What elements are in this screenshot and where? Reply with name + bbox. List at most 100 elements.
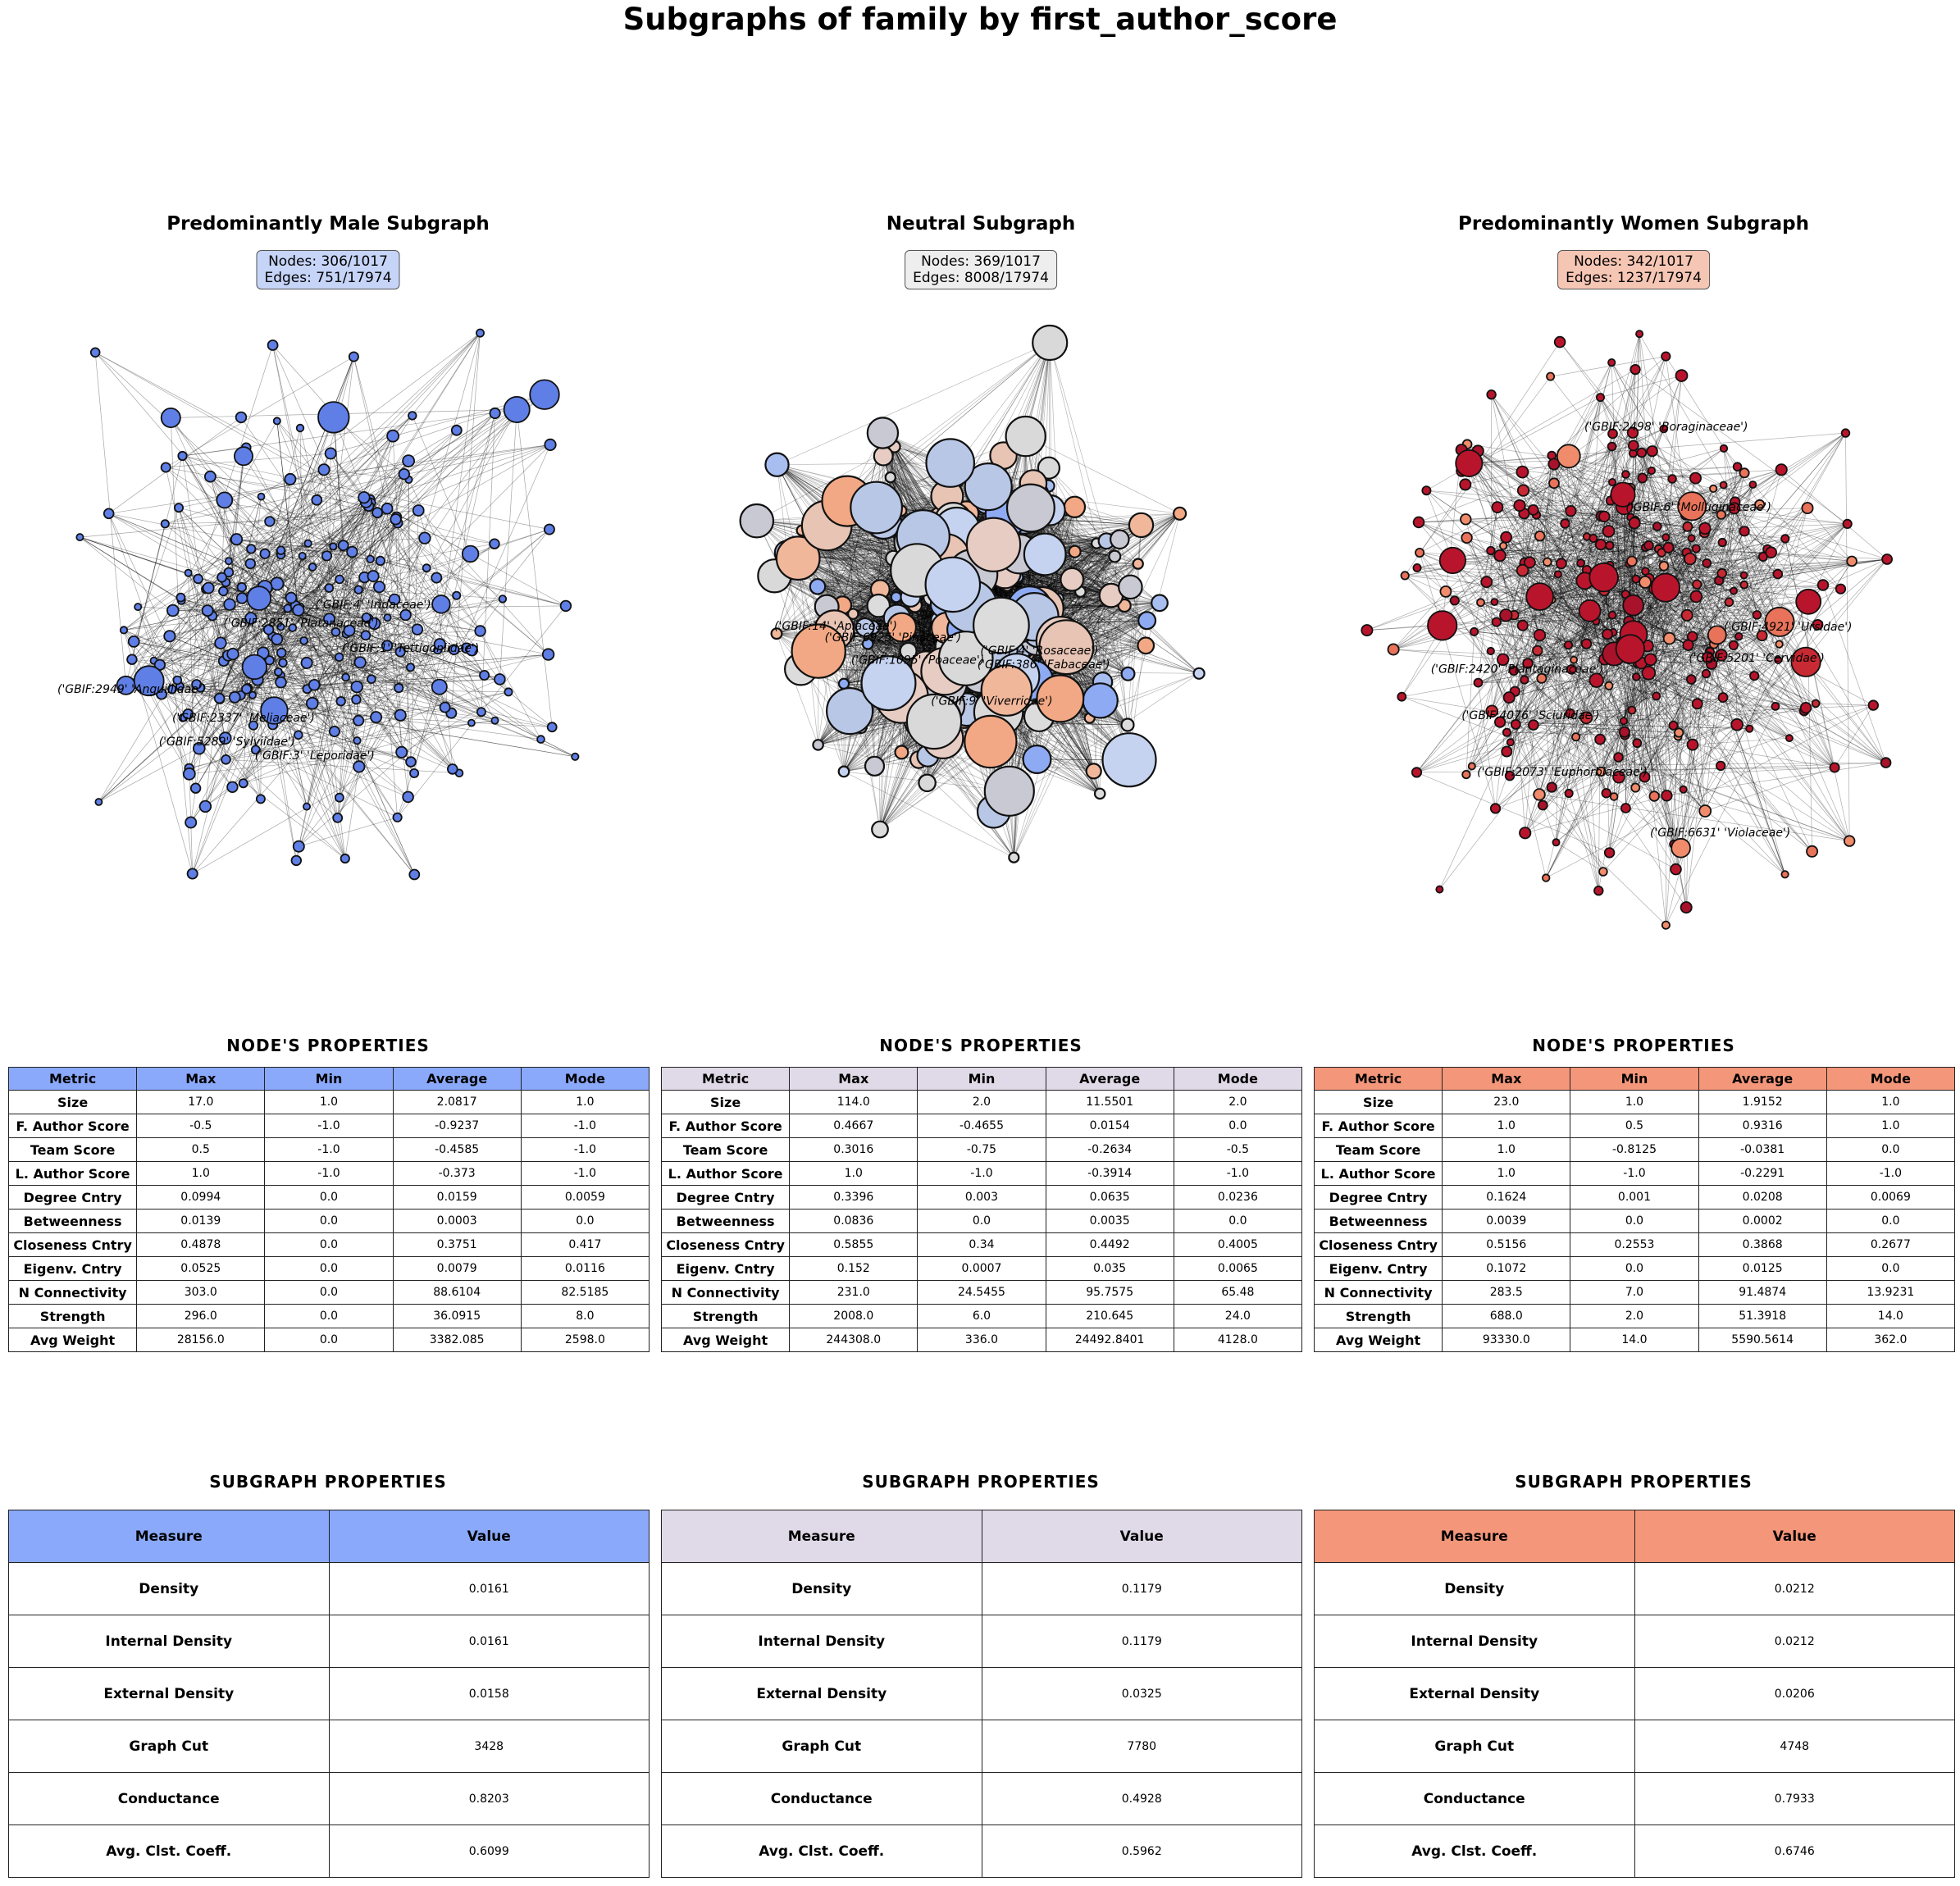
graph-node <box>276 622 285 631</box>
graph-node <box>295 423 305 433</box>
graph-node <box>1698 804 1712 818</box>
metric-value: 0.3016 <box>789 1137 918 1162</box>
graph-node <box>372 581 385 594</box>
graph-node <box>235 411 248 424</box>
graph-node <box>1716 509 1726 520</box>
graph-node <box>214 636 227 649</box>
graph-node <box>224 557 233 566</box>
graph-node <box>405 756 417 768</box>
graph-node <box>213 692 226 704</box>
graph-node <box>543 523 555 535</box>
graph-node <box>292 604 305 617</box>
graph-node <box>1661 790 1673 802</box>
nodes-count: Nodes: 369/1017 <box>921 253 1041 270</box>
table-row: F. Author Score -0.5 -1.0 -0.9237 -1.0 <box>7 1114 650 1138</box>
graph-node <box>167 684 177 695</box>
stats-box-male: Nodes: 306/1017 Edges: 751/17974 <box>256 250 400 289</box>
graph-node <box>324 447 337 460</box>
graph-node <box>529 379 560 410</box>
measure-value: 0.1179 <box>981 1562 1302 1615</box>
graph-node <box>358 490 371 504</box>
graph-node <box>1774 655 1783 664</box>
graph-node <box>1675 369 1689 382</box>
graph-node <box>402 454 416 468</box>
graph-node <box>1641 665 1657 681</box>
graph-node <box>937 631 994 686</box>
graph-node <box>1543 557 1552 567</box>
table-row: N Connectivity 283.5 7.0 91.4874 13.9231 <box>1313 1280 1956 1305</box>
metric-value: 1.0 <box>1442 1161 1571 1186</box>
graph-node <box>1754 499 1766 510</box>
metric-value: 0.035 <box>1045 1256 1174 1281</box>
metric-value: 65.48 <box>1173 1280 1303 1305</box>
graph-node <box>1643 540 1654 551</box>
graph-node <box>1548 477 1560 490</box>
graph-node <box>918 773 937 793</box>
graph-node <box>1607 477 1616 486</box>
column-header: Max <box>136 1067 266 1091</box>
metric-value: 24.5455 <box>917 1280 1046 1305</box>
graph-node <box>1801 502 1814 515</box>
graph-node <box>262 624 275 636</box>
node-label: ('GBIF:4076' 'Sciuridae') <box>1461 709 1599 722</box>
column-header: Measure <box>8 1510 330 1563</box>
graph-node <box>1775 463 1788 476</box>
graph-node <box>1556 444 1581 469</box>
graph-node <box>1844 835 1856 847</box>
node-label: ('GBIF:6631' 'Violaceae') <box>1650 827 1790 840</box>
graph-node <box>1716 567 1728 579</box>
node-label: ('GBIF:2498' 'Boraginaceae') <box>1584 421 1748 434</box>
graph-node <box>360 630 371 641</box>
graph-node <box>770 627 783 640</box>
metric-value: -0.3914 <box>1045 1161 1174 1186</box>
graph-node <box>1060 567 1085 592</box>
table-row: Avg Weight 244308.0 336.0 24492.8401 4128.0 <box>660 1328 1303 1352</box>
graph-node <box>308 678 321 691</box>
metric-value: 1.0 <box>1570 1090 1699 1114</box>
table-row: Density 0.0161 <box>8 1562 650 1615</box>
graph-node <box>1499 541 1508 550</box>
metric-value: -1.0 <box>917 1161 1046 1186</box>
graph-node <box>127 635 140 648</box>
graph-node <box>288 623 298 632</box>
graph-node <box>1523 556 1536 569</box>
table-row: L. Author Score 1.0 -1.0 -0.3914 -1.0 <box>660 1161 1303 1186</box>
measure-value: 0.6099 <box>328 1824 650 1878</box>
metric-value: 1.0 <box>264 1090 394 1114</box>
node-label: ('GBIF:2073' 'Euphorbiaceae') <box>1477 766 1648 779</box>
measure-name: Density <box>661 1562 982 1615</box>
metric-value: 0.5156 <box>1442 1232 1571 1257</box>
metric-value: 0.0 <box>264 1185 394 1210</box>
graph-node <box>1427 610 1458 641</box>
graph-node <box>1571 732 1581 742</box>
metric-value: 2.0 <box>1570 1304 1699 1328</box>
header-row: Measure Value <box>8 1510 650 1563</box>
metric-value: -1.0 <box>520 1137 650 1162</box>
table-row: F. Author Score 1.0 0.5 0.9316 1.0 <box>1313 1114 1956 1138</box>
graph-node <box>236 581 248 593</box>
graph-node <box>1516 563 1529 577</box>
graph-node <box>160 462 171 473</box>
graph-node <box>1795 588 1822 615</box>
graph-node <box>476 328 485 338</box>
graph-node <box>1728 640 1739 650</box>
graph-node <box>860 655 917 712</box>
measure-value: 0.6746 <box>1634 1824 1955 1878</box>
graph-node <box>1532 645 1543 657</box>
panel-title-women: Predominantly Women Subgraph <box>1458 213 1809 235</box>
graph-node <box>494 673 506 686</box>
graph-node <box>375 555 385 566</box>
node-labels: ('GBIF:2498' 'Boraginaceae') ('GBIF:4921'… <box>1431 421 1853 840</box>
graph-node <box>1680 608 1693 622</box>
graph-node <box>1439 585 1452 598</box>
metric-value: 0.3868 <box>1698 1232 1827 1257</box>
graph-node <box>311 494 323 506</box>
metric-name: Degree Cntry <box>1313 1185 1443 1210</box>
graph-node <box>739 503 775 539</box>
table-row: Eigenv. Cntry 0.1072 0.0 0.0125 0.0 <box>1313 1256 1956 1281</box>
metric-name: Eigenv. Cntry <box>7 1256 138 1281</box>
graph-node <box>1534 531 1546 542</box>
metric-value: 0.001 <box>1570 1185 1699 1210</box>
graph-node <box>503 396 531 424</box>
graph-node <box>1682 521 1693 532</box>
